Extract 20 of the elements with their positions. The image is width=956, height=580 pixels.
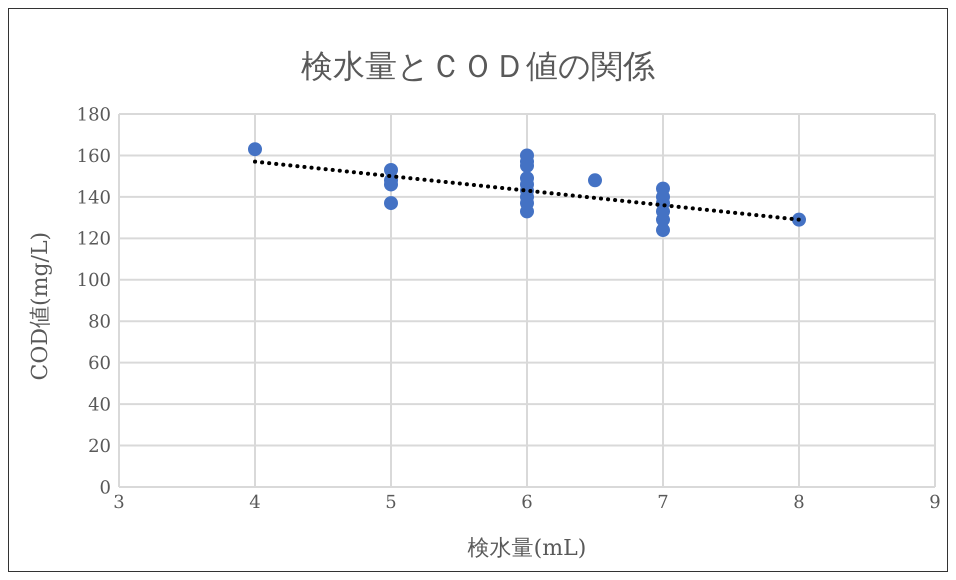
y-tick-label: 20 — [88, 436, 111, 457]
x-tick-label: 7 — [657, 492, 669, 513]
x-axis-title: 検水量(mL) — [468, 536, 586, 561]
y-tick-label: 180 — [76, 104, 111, 126]
y-tick-label: 100 — [76, 270, 111, 292]
y-tick-label: 160 — [76, 146, 111, 167]
x-tick-label: 9 — [929, 492, 941, 513]
y-tick-label: 40 — [88, 394, 111, 416]
y-axis-title: COD値(mg/L) — [28, 232, 53, 380]
x-tick-label: 3 — [113, 492, 125, 513]
chart-title: 検水量とＣＯＤ値の関係 — [300, 46, 656, 87]
y-tick-label: 60 — [88, 353, 111, 374]
y-tick-label: 0 — [100, 477, 111, 498]
x-tick-label: 5 — [385, 492, 397, 513]
y-tick-label: 80 — [88, 312, 111, 333]
y-tick-label: 140 — [76, 187, 111, 208]
x-tick-label: 6 — [521, 492, 533, 513]
x-tick-label: 8 — [793, 492, 805, 513]
y-tick-label: 120 — [76, 228, 111, 250]
x-tick-label: 4 — [249, 492, 261, 513]
